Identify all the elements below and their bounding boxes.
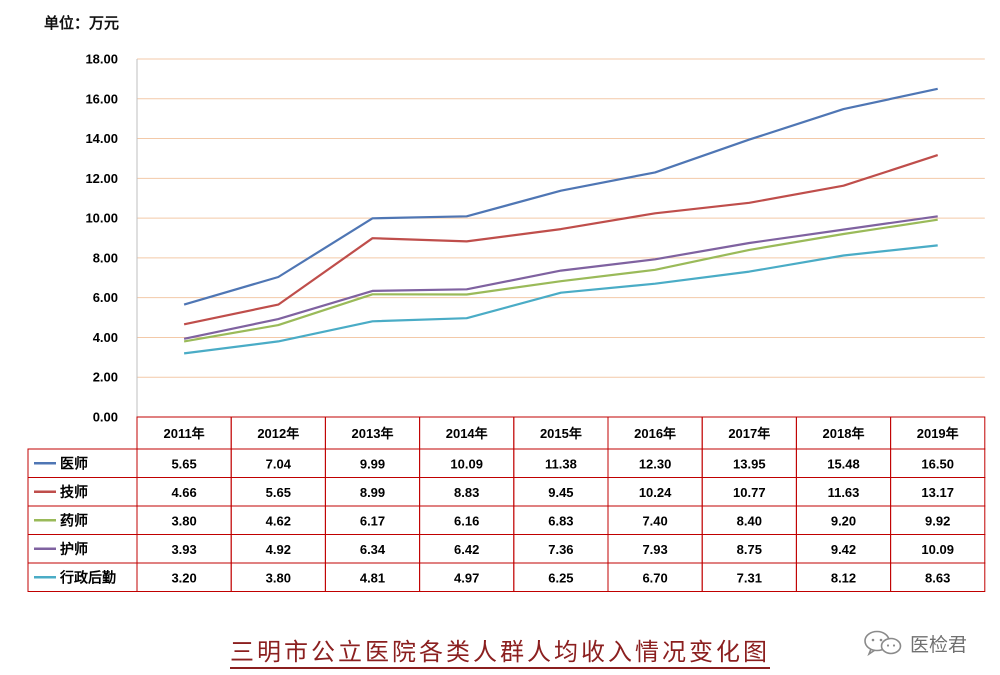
- legend-label: 医师: [60, 455, 88, 472]
- data-label: 7.04: [266, 456, 292, 471]
- data-label: 8.40: [737, 513, 762, 528]
- x-tick-label: 2012年: [257, 426, 299, 441]
- data-label: 13.95: [733, 456, 766, 471]
- y-tick-label: 10.00: [85, 211, 118, 226]
- data-label: 6.34: [360, 542, 386, 557]
- wechat-icon: [864, 630, 902, 657]
- x-tick-label: 2013年: [352, 426, 394, 441]
- x-tick-label: 2016年: [634, 426, 676, 441]
- data-label: 8.63: [925, 570, 950, 585]
- x-tick-label: 2015年: [540, 426, 582, 441]
- data-label: 3.80: [171, 513, 196, 528]
- y-tick-label: 0.00: [93, 410, 118, 425]
- data-label: 6.16: [454, 513, 479, 528]
- table-cell: [890, 562, 986, 592]
- series-line: [183, 215, 938, 340]
- data-label: 6.83: [548, 513, 573, 528]
- data-label: 5.65: [171, 456, 196, 471]
- data-label: 3.20: [171, 570, 196, 585]
- data-label: 10.77: [733, 485, 766, 500]
- legend-label: 护师: [60, 541, 88, 558]
- y-tick-label: 6.00: [93, 290, 118, 305]
- data-label: 13.17: [921, 485, 954, 500]
- data-label: 7.40: [642, 513, 667, 528]
- legend-label: 药师: [60, 512, 88, 529]
- data-label: 9.92: [925, 513, 950, 528]
- x-tick-label: 2011年: [163, 426, 204, 441]
- series-line: [183, 154, 939, 326]
- series-lines: [183, 87, 939, 355]
- data-label: 15.48: [827, 456, 860, 471]
- data-label: 8.83: [454, 485, 479, 500]
- y-tick-label: 14.00: [85, 131, 118, 146]
- data-label: 6.17: [360, 513, 385, 528]
- y-tick-label: 4.00: [93, 330, 118, 345]
- y-tick-label: 18.00: [85, 52, 118, 67]
- chart-title: 三明市公立医院各类人群人均收入情况变化图: [0, 632, 1000, 669]
- x-tick-label: 2017年: [728, 426, 770, 441]
- watermark-text: 医检君: [910, 633, 968, 656]
- data-label: 6.25: [548, 570, 573, 585]
- y-tick-label: 8.00: [93, 250, 118, 265]
- chart-title-text: 三明市公立医院各类人群人均收入情况变化图: [230, 638, 770, 669]
- y-tick-label: 12.00: [85, 171, 118, 186]
- data-label: 9.42: [831, 542, 856, 557]
- data-label: 3.80: [266, 570, 291, 585]
- data-label: 3.93: [171, 542, 196, 557]
- data-label: 10.24: [639, 485, 672, 500]
- data-label: 4.92: [266, 542, 291, 557]
- x-tick-label: 2019年: [917, 426, 959, 441]
- y-tick-label: 16.00: [85, 91, 118, 106]
- data-label: 4.97: [454, 570, 479, 585]
- data-label: 6.42: [454, 542, 479, 557]
- data-label: 10.09: [450, 456, 483, 471]
- watermark: 医检君: [862, 629, 967, 657]
- y-tick-label: 2.00: [93, 370, 118, 385]
- series-line: [183, 218, 938, 343]
- y-axis: 0.00 2.00 4.00 6.00 8.00 10.00 12.00 14.00 16.00…: [85, 52, 138, 425]
- unit-label: 单位：万元: [44, 14, 120, 32]
- data-label: 4.66: [171, 485, 196, 500]
- legend-label: 行政后勤: [59, 569, 116, 586]
- x-tick-label: 2018年: [823, 426, 865, 441]
- data-label: 6.70: [642, 570, 667, 585]
- data-label: 9.99: [360, 456, 385, 471]
- data-label: 16.50: [921, 456, 954, 471]
- data-label: 9.45: [548, 485, 573, 500]
- series-line: [183, 87, 938, 306]
- data-label: 9.20: [831, 513, 856, 528]
- data-label: 4.81: [360, 570, 385, 585]
- x-tick-label: 2014年: [446, 426, 488, 441]
- data-label: 4.62: [266, 513, 291, 528]
- data-label: 7.36: [548, 542, 573, 557]
- data-label: 10.09: [921, 542, 954, 557]
- gridlines: [137, 58, 985, 378]
- data-label: 8.99: [360, 485, 385, 500]
- data-label: 11.63: [828, 485, 860, 500]
- data-label: 8.75: [737, 542, 762, 557]
- data-table: 2011年 2012年 2013年 2014年 2015年 2016年 2017年 2018年…: [27, 416, 986, 592]
- data-label: 12.30: [639, 456, 672, 471]
- data-label: 5.65: [266, 485, 291, 500]
- data-label: 7.31: [737, 570, 762, 585]
- data-label: 8.12: [831, 570, 856, 585]
- data-label: 11.38: [545, 456, 577, 471]
- series-line: [183, 244, 938, 355]
- line-chart: 0.00 2.00 4.00 6.00 8.00 10.00 12.00 14.00 16.00…: [27, 52, 986, 592]
- legend-label: 技师: [60, 484, 88, 501]
- data-label: 7.93: [642, 542, 667, 557]
